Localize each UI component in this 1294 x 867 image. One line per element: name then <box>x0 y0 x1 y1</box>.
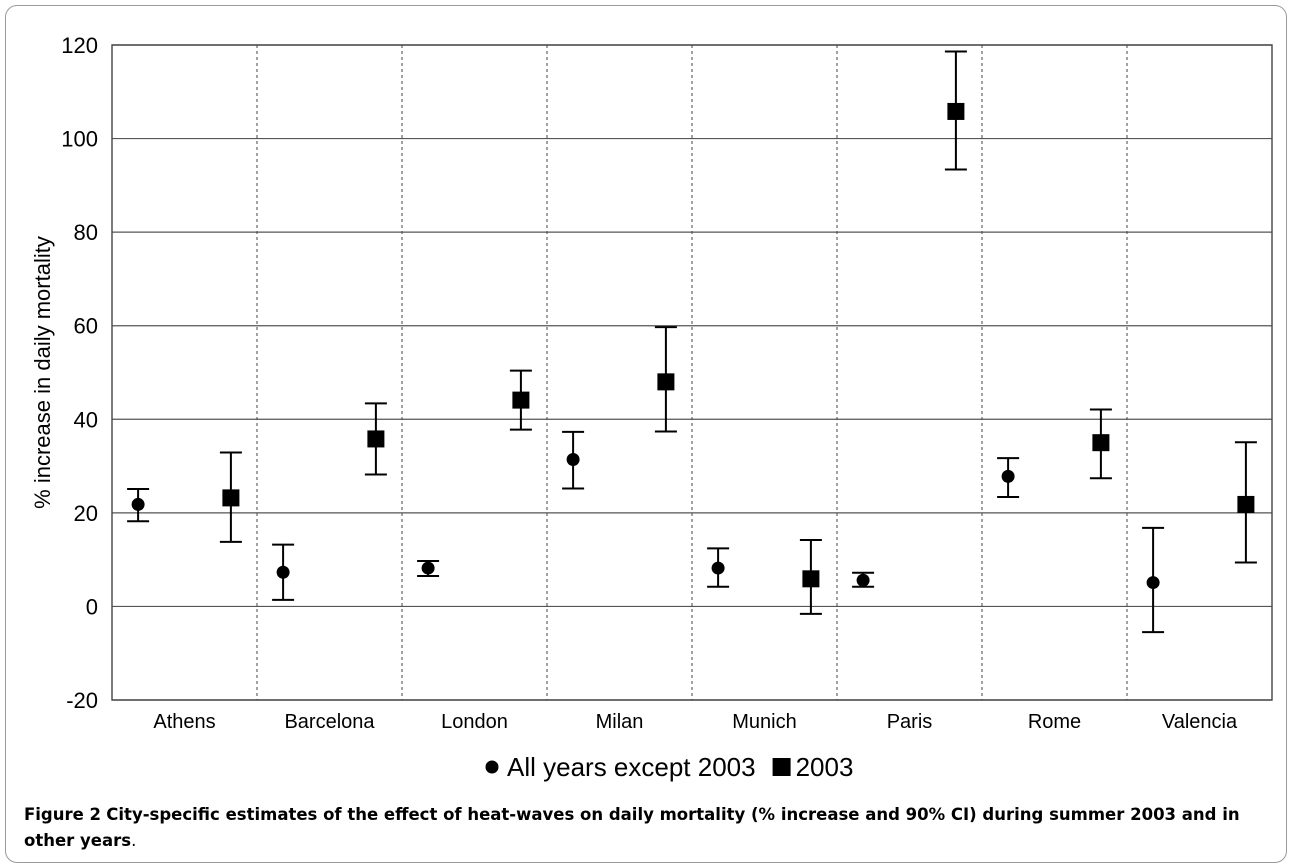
x-tick-label: Athens <box>153 711 215 733</box>
x-tick-label: Valencia <box>1162 711 1238 733</box>
legend-label: All years except 2003 <box>507 752 756 782</box>
y-tick-label: 100 <box>61 127 98 152</box>
legend-marker-square <box>772 758 791 776</box>
legend-marker-circle <box>485 760 499 774</box>
chart: -20 0 20 40 60 80 100 120 % increase in daily mo… <box>30 33 1273 782</box>
figure-frame <box>5 5 1287 863</box>
data-point-circle <box>1001 469 1015 483</box>
x-tick-label: Rome <box>1028 711 1081 733</box>
caption-period: . <box>131 831 137 850</box>
data-point-square <box>947 102 965 120</box>
y-tick-label: 80 <box>74 220 98 245</box>
data-point-circle <box>711 561 725 575</box>
y-tick-label: 20 <box>74 501 98 526</box>
data-point-square <box>802 570 820 588</box>
data-point-square <box>1092 434 1110 452</box>
y-tick-label: 120 <box>61 33 98 58</box>
data-point-circle <box>131 497 145 511</box>
y-axis-title: % increase in daily mortality <box>30 236 55 509</box>
data-point-square <box>222 489 240 507</box>
x-tick-label: London <box>441 711 508 733</box>
x-tick-label: Milan <box>596 711 644 733</box>
legend-label: 2003 <box>796 752 854 782</box>
y-tick-label: 0 <box>86 594 98 619</box>
y-tick-label: 60 <box>74 314 98 339</box>
data-point-circle <box>421 561 435 575</box>
x-tick-label: Barcelona <box>284 711 375 733</box>
data-point-square <box>1237 495 1255 513</box>
data-point-square <box>512 391 530 409</box>
data-point-square <box>657 373 675 391</box>
data-point-circle <box>1146 576 1160 590</box>
data-point-square <box>367 430 385 448</box>
figure-number: Figure 2 <box>24 805 102 824</box>
plot-area <box>111 44 1273 701</box>
data-point-circle <box>856 573 870 587</box>
data-point-circle <box>566 453 580 467</box>
figure-caption: Figure 2 City-specific estimates of the … <box>24 802 1274 854</box>
x-tick-label: Paris <box>887 711 933 733</box>
data-point-circle <box>276 565 290 579</box>
y-tick-label: 40 <box>74 407 98 432</box>
y-tick-label: -20 <box>66 688 98 713</box>
figure-caption-text: City-specific estimates of the effect of… <box>24 805 1240 850</box>
x-tick-label: Munich <box>732 711 796 733</box>
